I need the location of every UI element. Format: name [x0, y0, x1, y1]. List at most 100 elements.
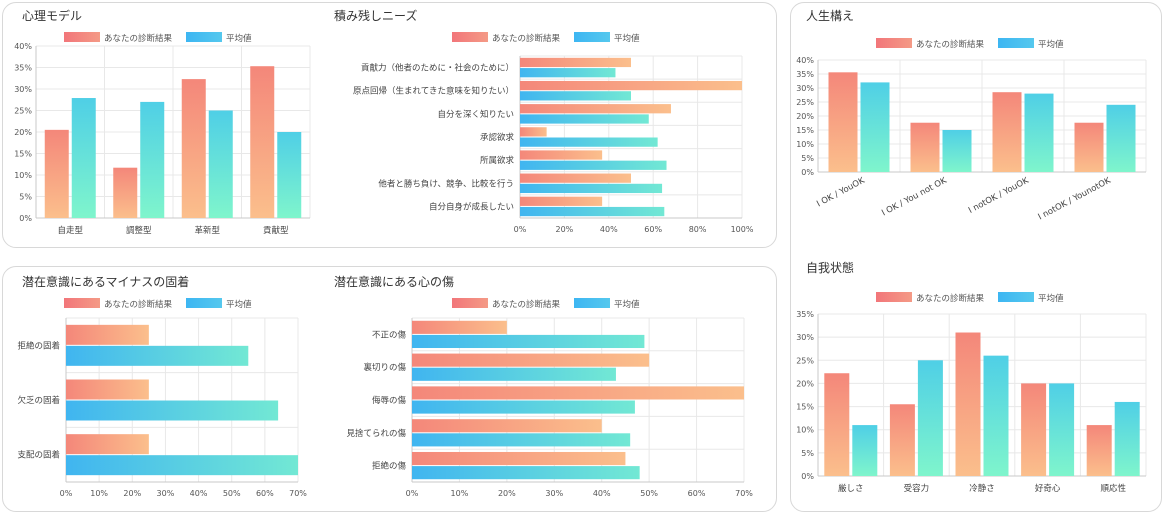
c4-y-label: 支配の固着: [17, 450, 60, 461]
c3-y-tick: 10%: [796, 140, 814, 149]
c6-bar-average: [1114, 401, 1140, 476]
c2-bar-result: [520, 104, 671, 114]
c1-x-label: 貢献型: [263, 225, 289, 236]
c5-bar-result: [412, 320, 507, 334]
c3-legend-swatch-result: [876, 38, 912, 48]
c1-y-tick: 30%: [14, 85, 32, 94]
c5-bar-result: [412, 353, 650, 367]
c4-x-tick: 10%: [90, 489, 108, 498]
c4-bar-average: [66, 455, 298, 476]
c1-bar-average: [277, 132, 302, 218]
c1-y-tick: 25%: [14, 107, 32, 116]
c6-x-label: 厳しさ: [838, 483, 864, 494]
c5-x-tick: 40%: [593, 489, 611, 498]
c4-legend-label-average: 平均値: [226, 299, 252, 310]
c3-x-label: I notOK / YouOK: [967, 176, 1031, 216]
c2-bar-average: [520, 114, 649, 124]
c6-title: 自我状態: [806, 260, 854, 275]
c5-bar-average: [412, 334, 645, 349]
c3-y-tick: 25%: [796, 98, 814, 107]
c2-y-label: 承認欲求: [480, 132, 515, 143]
c3-x-label: I notOK / YounotOK: [1037, 176, 1113, 223]
c4-y-label: 欠乏の固着: [17, 395, 60, 406]
c3-legend-label-result: あなたの診断結果: [916, 39, 985, 50]
c1-x-label: 調整型: [126, 225, 152, 236]
c1-y-tick: 10%: [14, 171, 32, 180]
c5-x-tick: 50%: [640, 489, 658, 498]
c6-y-tick: 15%: [796, 403, 814, 412]
c4-x-tick: 60%: [256, 489, 274, 498]
c5-title: 潜在意識にある心の傷: [334, 274, 454, 289]
c3-bar-average: [1106, 104, 1136, 172]
c6-bar-result: [889, 404, 915, 476]
c6-y-tick: 20%: [796, 379, 814, 388]
c3-x-label: I OK / You not OK: [880, 176, 949, 219]
c2-x-tick: 100%: [731, 225, 754, 234]
c3-bar-average: [1024, 93, 1054, 172]
c2-legend-label-average: 平均値: [614, 33, 640, 44]
c6-bar-average: [852, 425, 878, 476]
c1-legend-label-average: 平均値: [226, 33, 252, 44]
c4-x-tick: 40%: [190, 489, 208, 498]
c6-legend-label-result: あなたの診断結果: [916, 293, 985, 304]
c1-bar-average: [71, 98, 96, 218]
c3-legend-swatch-average: [998, 38, 1034, 48]
c4-x-tick: 30%: [157, 489, 175, 498]
c3-y-tick: 15%: [796, 126, 814, 135]
c1-title: 心理モデル: [22, 8, 82, 23]
c6-bar-result: [1086, 425, 1112, 476]
c1-bar-result: [181, 79, 206, 218]
c2-bar-result: [520, 196, 603, 206]
c5-x-tick: 10%: [451, 489, 469, 498]
c5-x-tick: 0%: [406, 489, 419, 498]
c3-bar-result: [910, 122, 940, 172]
c6-y-tick: 35%: [796, 310, 814, 319]
c5-x-tick: 20%: [498, 489, 516, 498]
c2-bar-average: [520, 137, 658, 147]
c2-title: 積み残しニーズ: [334, 8, 417, 23]
c5-bar-result: [412, 386, 744, 400]
c3-y-tick: 35%: [796, 70, 814, 79]
c1-y-tick: 40%: [14, 42, 32, 51]
c4-bar-result: [66, 434, 149, 455]
c3-bar-average: [942, 130, 972, 172]
c4-legend-swatch-average: [186, 298, 222, 308]
c6-bar-average: [917, 360, 943, 476]
c1-y-tick: 35%: [14, 64, 32, 73]
c3-y-tick: 20%: [796, 112, 814, 121]
c1-legend-swatch-average: [186, 32, 222, 42]
c4-legend-swatch-result: [64, 298, 100, 308]
c5-y-label: 裏切りの傷: [363, 362, 406, 373]
c2-x-tick: 40%: [600, 225, 618, 234]
c4-legend-label-result: あなたの診断結果: [104, 299, 173, 310]
c5-legend-label-average: 平均値: [614, 299, 640, 310]
c3-y-tick: 40%: [796, 56, 814, 65]
c6-legend-swatch-result: [876, 292, 912, 302]
c4-title: 潜在意識にあるマイナスの固着: [22, 274, 189, 289]
c2-bar-result: [520, 127, 547, 137]
c3-bar-result: [828, 72, 858, 172]
c4-x-tick: 70%: [289, 489, 307, 498]
c6-bar-result: [824, 373, 850, 476]
c4-x-tick: 50%: [223, 489, 241, 498]
c6-bar-average: [983, 355, 1009, 476]
c2-x-tick: 20%: [556, 225, 574, 234]
c1-x-label: 自走型: [57, 225, 83, 236]
c1-bar-result: [250, 66, 275, 219]
c3-y-tick: 5%: [801, 154, 814, 163]
c2-x-tick: 0%: [514, 225, 527, 234]
c5-x-tick: 70%: [735, 489, 753, 498]
c2-bar-result: [520, 80, 742, 91]
c4-bar-average: [66, 400, 279, 421]
c6-bar-result: [955, 332, 981, 476]
c6-x-label: 冷静さ: [969, 483, 995, 494]
c3-y-tick: 0%: [801, 168, 814, 177]
c4-bar-average: [66, 345, 249, 366]
c5-legend-label-result: あなたの診断結果: [492, 299, 561, 310]
c2-bar-result: [520, 173, 631, 183]
c1-y-tick: 5%: [19, 193, 32, 202]
c2-y-label: 原点回帰（生まれてきた意味を知りたい）: [353, 86, 514, 97]
c1-bar-average: [208, 110, 233, 218]
c2-y-label: 自分自身が成長したい: [429, 201, 514, 212]
